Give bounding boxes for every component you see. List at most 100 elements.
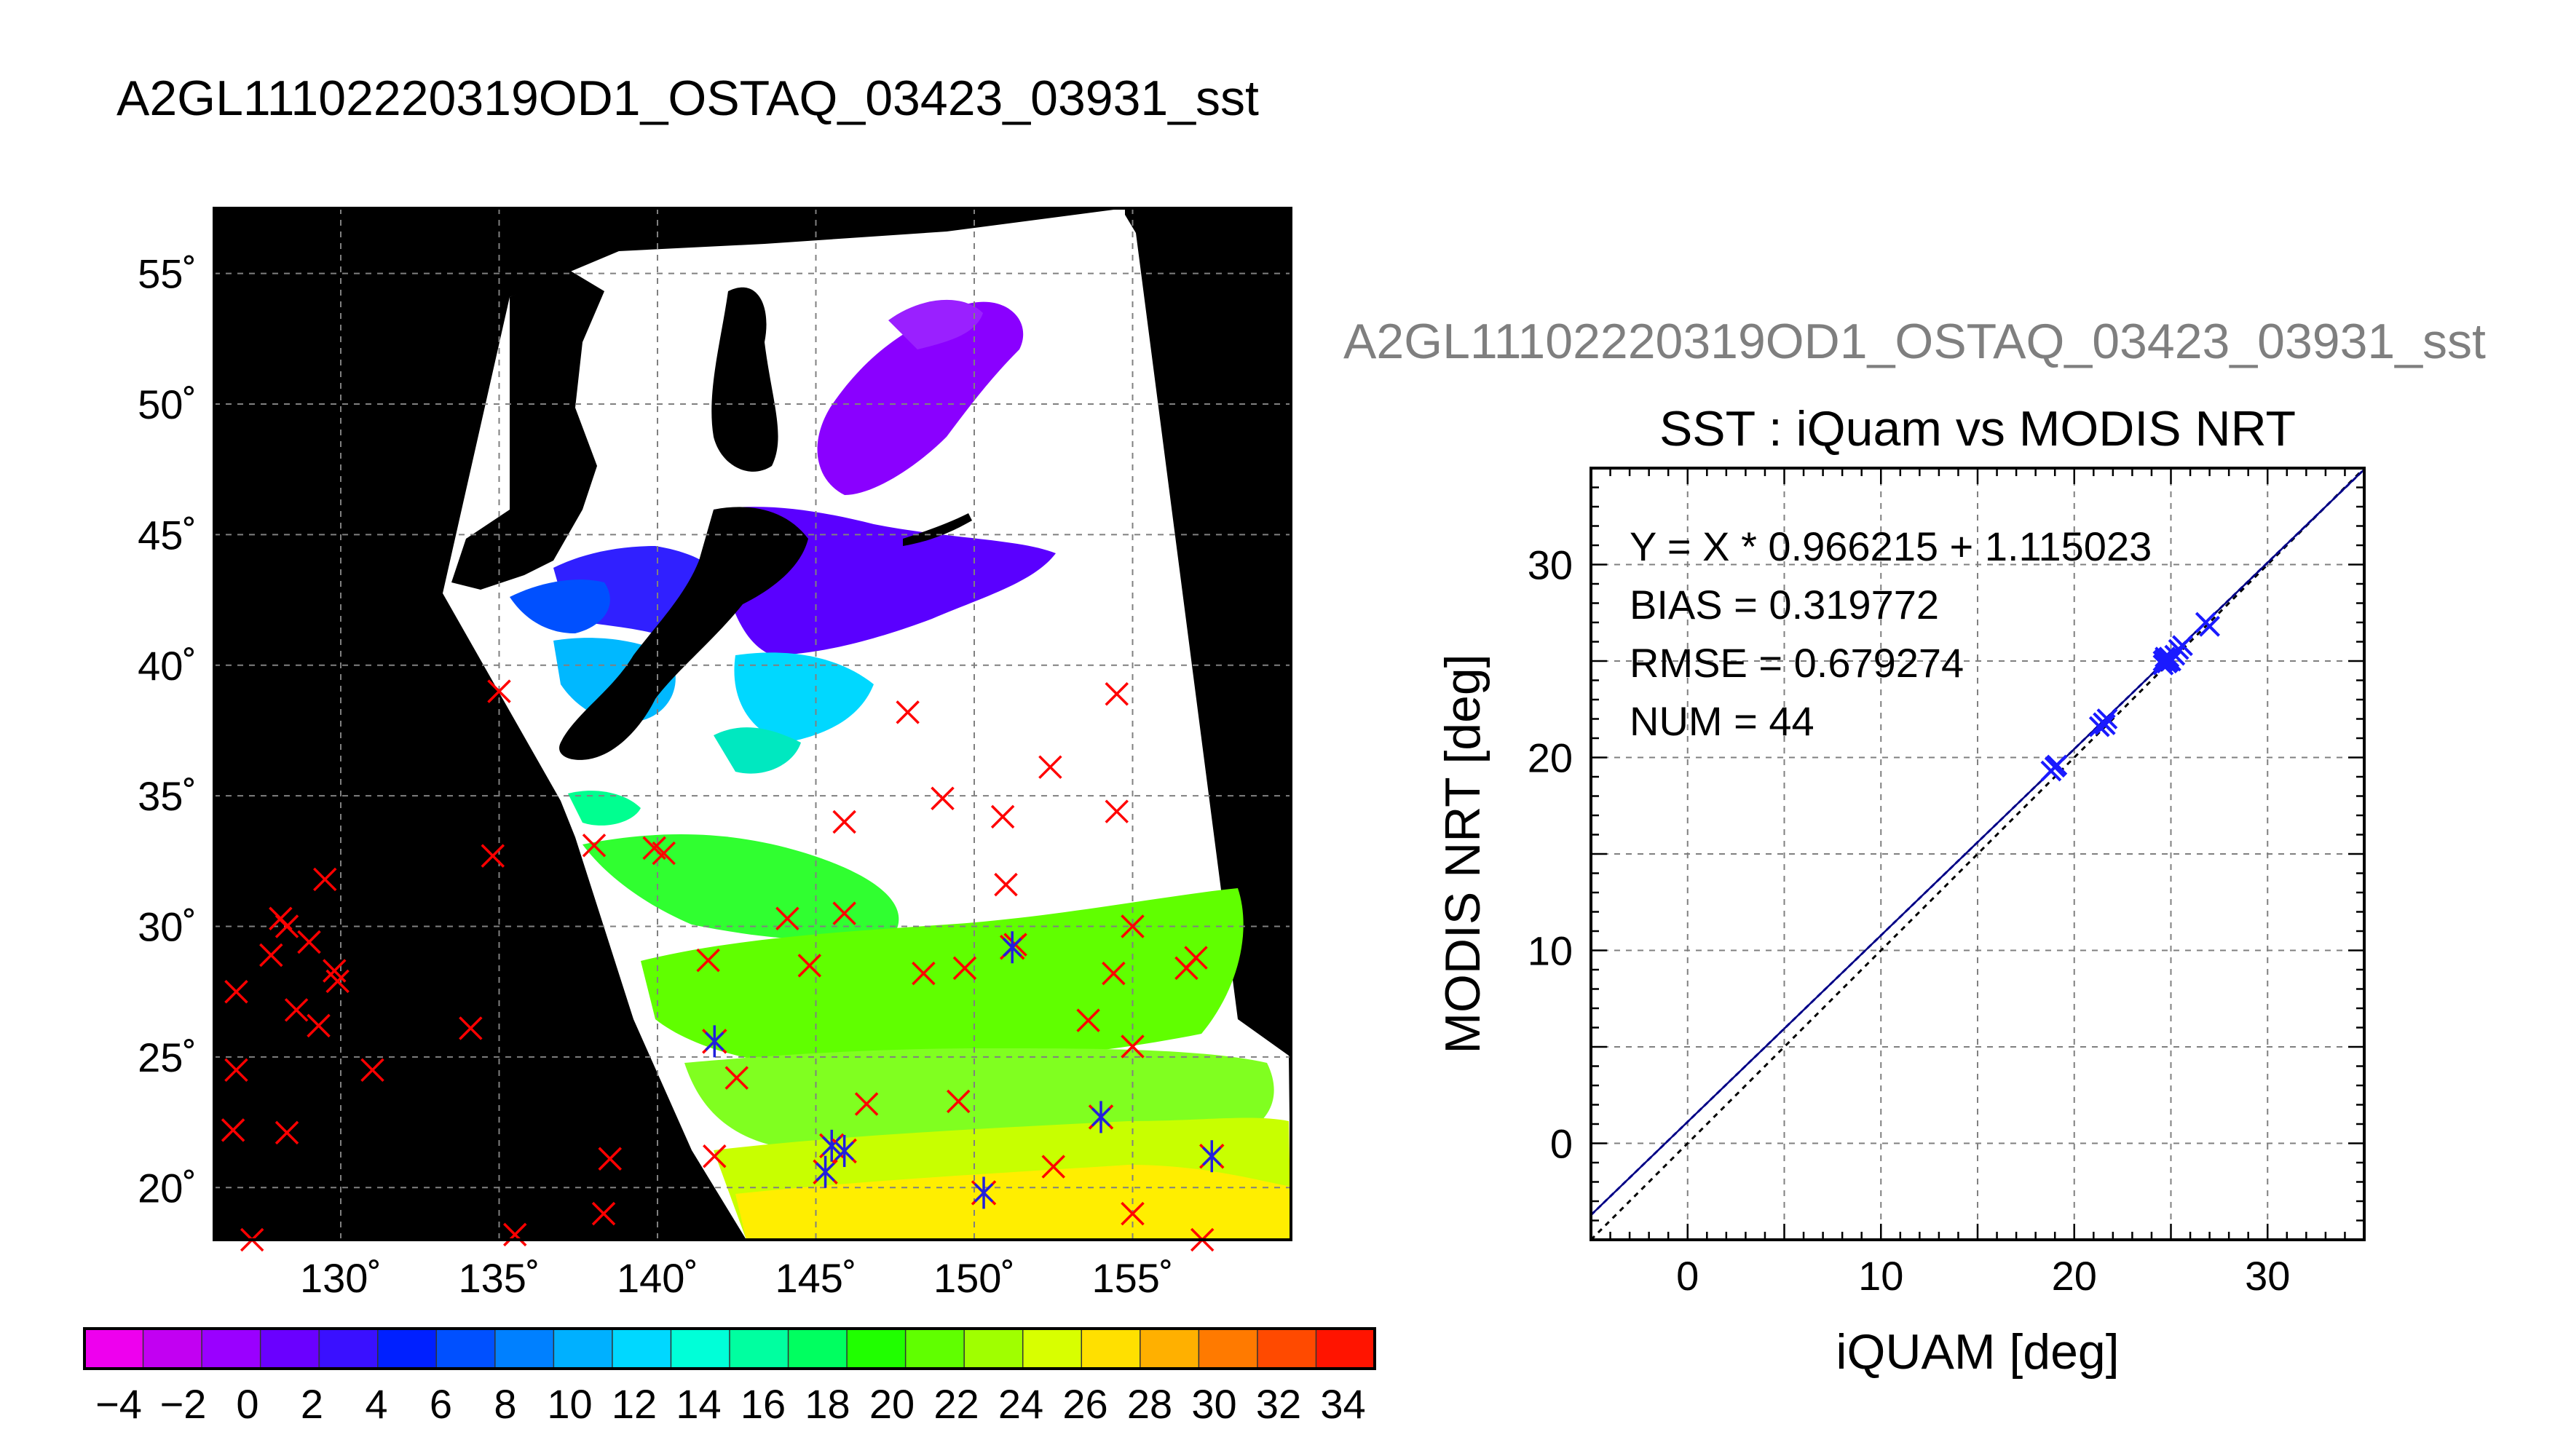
map-matched-point [832,1135,857,1168]
map-lat-label: 45˚ [138,512,197,558]
colorbar-cell [905,1329,965,1369]
map-matched-point [813,1155,838,1188]
colorbar-tick-label: 0 [236,1381,258,1427]
fit-line-solid [1591,468,2364,1216]
map-observation-point [1102,961,1126,986]
colorbar-tick-label: 18 [805,1381,850,1427]
colorbar-tick-label: 30 [1191,1381,1236,1427]
colorbar-tick-label: 10 [547,1381,592,1427]
colorbar-tick-label: 2 [301,1381,323,1427]
map-lon-label: 150˚ [933,1255,1015,1301]
map-matched-point [999,931,1025,964]
map-observation-point [832,901,856,925]
map-gridlines [214,208,1291,1240]
map-observation-point [696,948,720,973]
scatter-x-tick-label: 30 [2245,1253,2290,1299]
bias-value: BIAS = 0.319772 [1630,582,1939,628]
colorbar-cells [84,1329,1375,1369]
scatter-y-tick-label: 0 [1550,1121,1573,1167]
map-observation-point [325,969,350,994]
colorbar-cell [436,1329,496,1369]
map-markers [221,679,1225,1252]
num-value: NUM = 44 [1630,698,1814,744]
colorbar-cell [494,1329,554,1369]
map-longitude-labels: 130˚ 135˚ 140˚ 145˚ 150˚ 155˚ [300,1255,1174,1301]
colorbar-cell [1022,1329,1082,1369]
map-observation-point [832,810,856,834]
map-lat-label: 35˚ [138,773,197,819]
scatter-x-axis-label: iQUAM [deg] [1836,1324,2119,1380]
map-lat-label: 30˚ [138,904,197,950]
map-observation-point [1038,755,1062,779]
map-observation-point [1105,799,1129,823]
identity-line [1591,468,2364,1240]
colorbar: −4 −2 0 2 4 6 8 10 12 14 16 18 20 22 24 26 28 30 32 34 [83,1327,1376,1427]
map-observation-point [1184,946,1208,970]
map-observation-point [1076,1008,1100,1032]
map-observation-point [994,872,1018,897]
colorbar-tick-label: 4 [365,1381,387,1427]
map-lat-label: 55˚ [138,251,197,297]
colorbar-tick-label: 34 [1320,1381,1365,1427]
map-matched-point [1088,1101,1114,1133]
map-observation-point [1041,1155,1065,1179]
map-lat-label: 40˚ [138,643,197,689]
fit-equation: Y = X * 0.966215 + 1.115023 [1630,523,2152,569]
scatter-tick-marks [1590,467,2366,1241]
map-observation-point [307,1013,331,1038]
map-observation-point [275,914,299,938]
colorbar-tick-label: 20 [869,1381,915,1427]
colorbar-tick-labels: −4 −2 0 2 4 6 8 10 12 14 16 18 20 22 24 26 28 30 32 34 [95,1381,1366,1427]
map-matched-point [1199,1140,1225,1173]
colorbar-tick-label: 12 [612,1381,657,1427]
map-observation-point [724,1066,749,1090]
colorbar-cell [788,1329,848,1369]
map-observation-point [990,804,1015,829]
scatter-x-tick-label: 20 [2052,1253,2097,1299]
map-lon-label: 155˚ [1091,1255,1173,1301]
sst-map-panel: 20˚ 25˚ 30˚ 35˚ 40˚ 45˚ 50˚ 55˚ 130˚ 135˚ 140˚ 145… [138,207,1292,1301]
colorbar-cell [1081,1329,1141,1369]
colorbar-cell [847,1329,907,1369]
scatter-point [2158,650,2180,672]
page-title: A2GL11102220319OD1_OSTAQ_03423_03931_sst [117,71,1259,126]
map-observation-point [284,998,309,1022]
colorbar-cell [319,1329,379,1369]
rmse-value: RMSE = 0.679274 [1630,640,1964,686]
map-observation-point [275,1120,299,1145]
scatter-point [2046,754,2068,776]
scatter-y-tick-label: 10 [1528,928,1573,974]
colorbar-cell [377,1329,437,1369]
map-observation-point [221,1118,245,1142]
map-matched-point [819,1129,845,1162]
map-observation-point [952,956,977,981]
colorbar-cell [730,1329,789,1369]
colorbar-cell [1316,1329,1375,1369]
colorbar-tick-label: 16 [741,1381,786,1427]
colorbar-cell [202,1329,261,1369]
colorbar-cell [671,1329,730,1369]
map-observation-point [487,679,511,703]
map-lon-label: 145˚ [775,1255,856,1301]
scatter-y-axis-label: MODIS NRT [deg] [1435,654,1490,1053]
map-observation-point [854,1092,879,1116]
map-observation-point [297,930,321,954]
scatter-points [2040,612,2221,782]
map-observation-point [1121,1201,1145,1226]
colorbar-cell [612,1329,672,1369]
map-observation-point [1105,682,1129,706]
map-observation-point [360,1058,384,1083]
map-observation-point [912,961,936,986]
map-observation-point [931,786,955,810]
map-observation-point [797,954,822,978]
map-lon-label: 135˚ [458,1255,540,1301]
map-lat-label: 20˚ [138,1165,197,1211]
map-observation-point [313,867,337,892]
map-observation-point [591,1201,616,1226]
colorbar-cell [1257,1329,1317,1369]
colorbar-tick-label: −4 [95,1381,142,1427]
map-lon-label: 140˚ [617,1255,698,1301]
colorbar-cell [553,1329,613,1369]
colorbar-tick-label: 26 [1062,1381,1107,1427]
map-observation-point [459,1016,483,1040]
